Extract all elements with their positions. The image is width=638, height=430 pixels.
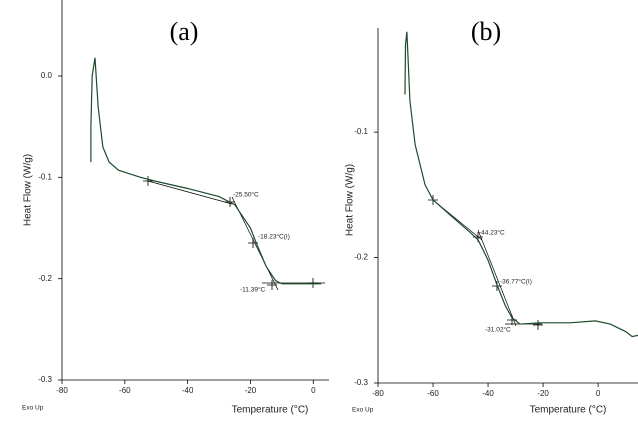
annotation: -11.39°C bbox=[240, 286, 266, 294]
markers bbox=[143, 176, 543, 330]
y-tick-label: -0.1 bbox=[38, 172, 52, 181]
x-tick-label: 0 bbox=[311, 386, 316, 395]
y-tick-label: 0.0 bbox=[41, 71, 53, 80]
x-axis-label: Temperature (°C) bbox=[530, 405, 607, 416]
x-tick-label: 0 bbox=[596, 389, 601, 398]
chart-title: (b) bbox=[471, 17, 501, 46]
annotation: -25.50°C bbox=[233, 191, 259, 199]
annotation: -18.23°C(I) bbox=[258, 233, 290, 241]
y-tick-label: -0.2 bbox=[38, 274, 52, 283]
exo-note: Exo Up bbox=[352, 407, 374, 414]
y-axis-label: Heat Flow (W/g) bbox=[345, 164, 356, 236]
data-line bbox=[404, 31, 638, 338]
y-axis-label: Heat Flow (W/g) bbox=[23, 154, 34, 226]
y-tick-label: -0.3 bbox=[38, 375, 52, 384]
x-tick-label: -60 bbox=[119, 386, 131, 395]
x-tick-label: -80 bbox=[372, 389, 384, 398]
data-line bbox=[90, 57, 322, 285]
annotation: -44.23°C bbox=[479, 229, 505, 237]
y-tick-label: -0.3 bbox=[354, 378, 368, 387]
exo-note: Exo Up bbox=[22, 405, 44, 412]
y-tick-label: -0.2 bbox=[354, 253, 368, 262]
annotation: -31.02°C bbox=[485, 326, 511, 334]
chart-title: (a) bbox=[170, 17, 199, 46]
x-tick-label: -40 bbox=[482, 389, 494, 398]
x-axis-label: Temperature (°C) bbox=[232, 405, 309, 416]
y-tick-label: -0.1 bbox=[354, 127, 368, 136]
x-tick-label: -20 bbox=[245, 386, 257, 395]
x-tick-label: -60 bbox=[427, 389, 439, 398]
x-tick-label: -20 bbox=[537, 389, 549, 398]
x-tick-label: -80 bbox=[56, 386, 68, 395]
x-tick-label: -40 bbox=[182, 386, 194, 395]
annotation: -36.77°C(I) bbox=[500, 278, 532, 286]
